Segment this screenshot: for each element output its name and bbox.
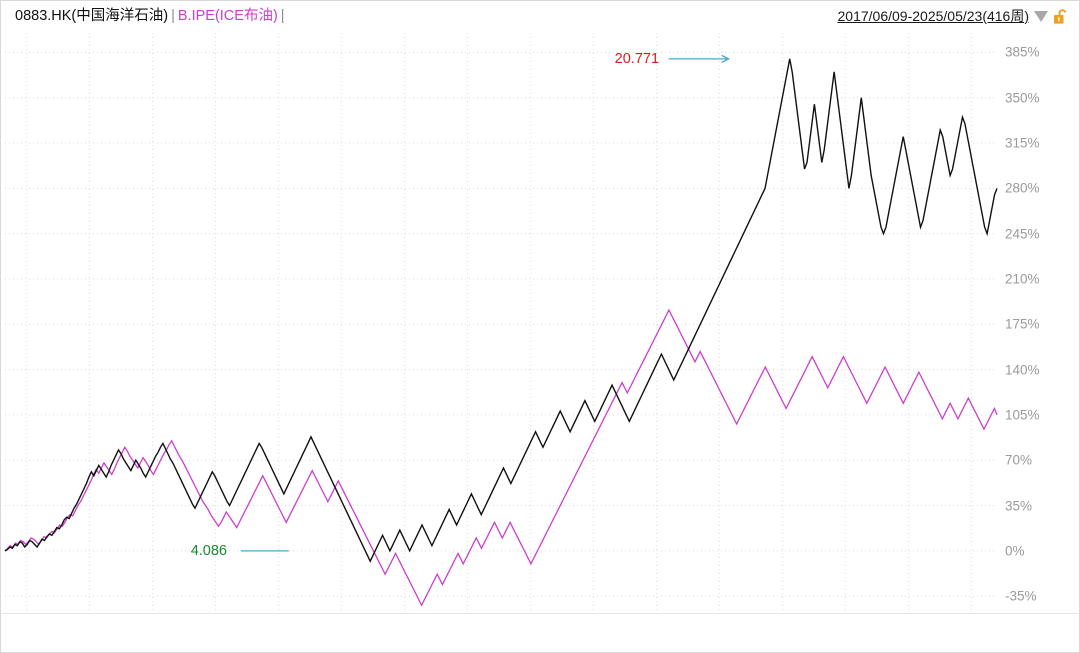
y-axis-tick-label: 315% — [1005, 135, 1040, 151]
grid-vertical — [26, 33, 972, 619]
y-axis-tick-label: 210% — [1005, 271, 1040, 287]
annotation-high-value: 20.771 — [614, 50, 660, 67]
legend-separator-1: | — [171, 8, 175, 24]
y-axis-tick-label: 350% — [1005, 90, 1040, 106]
legend-item-0883hk[interactable]: 0883.HK(中国海洋石油) — [15, 8, 169, 24]
date-range-label[interactable]: 2017/06/09-2025/05/23(416周) — [837, 8, 1029, 24]
series-line-0883hk — [4, 58, 998, 563]
y-axis-tick-label: 0% — [1005, 543, 1025, 559]
legend: 0883.HK(中国海洋石油) | B.IPE(ICE布油) | — [15, 7, 288, 26]
y-axis-tick-label: 105% — [1005, 407, 1040, 423]
y-axis-tick-label: 280% — [1005, 180, 1040, 196]
y-axis-tick-label: 175% — [1005, 316, 1040, 332]
y-axis-tick-label: 385% — [1005, 44, 1040, 60]
y-axis-tick-label: 35% — [1005, 498, 1033, 514]
chevron-down-icon[interactable] — [1034, 10, 1048, 22]
series-line-bipe — [4, 308, 998, 607]
chart-header: 0883.HK(中国海洋石油) | B.IPE(ICE布油) | 2017/06/09… — [1, 1, 1079, 31]
annotation-leaders — [240, 54, 731, 552]
grid-horizontal — [5, 51, 997, 597]
chart-svg — [4, 33, 998, 619]
annotation-low-value: 4.086 — [190, 542, 227, 559]
unlock-icon-svg — [1054, 8, 1067, 24]
unlock-icon[interactable] — [1053, 8, 1069, 25]
y-axis-tick-label: -35% — [1005, 588, 1037, 604]
legend-item-bipe[interactable]: B.IPE(ICE布油) — [177, 8, 278, 24]
y-axis-tick-label: 70% — [1005, 452, 1033, 468]
annotation-arrowhead — [721, 54, 731, 63]
y-axis-tick-label: 245% — [1005, 226, 1040, 242]
y-axis-tick-label: 140% — [1005, 362, 1040, 378]
chart-plot-area: 385% 350% 315% 280% 245% 210% 175% 140% 105% 70% 3… — [1, 31, 1079, 619]
x-axis-strip: 17-0617-1218-0618-1219-0619-1220-0620-12… — [1, 613, 1079, 652]
legend-separator-2: | — [280, 8, 285, 24]
date-range-selector[interactable]: 2017/06/09-2025/05/23(416周) — [838, 6, 1069, 26]
